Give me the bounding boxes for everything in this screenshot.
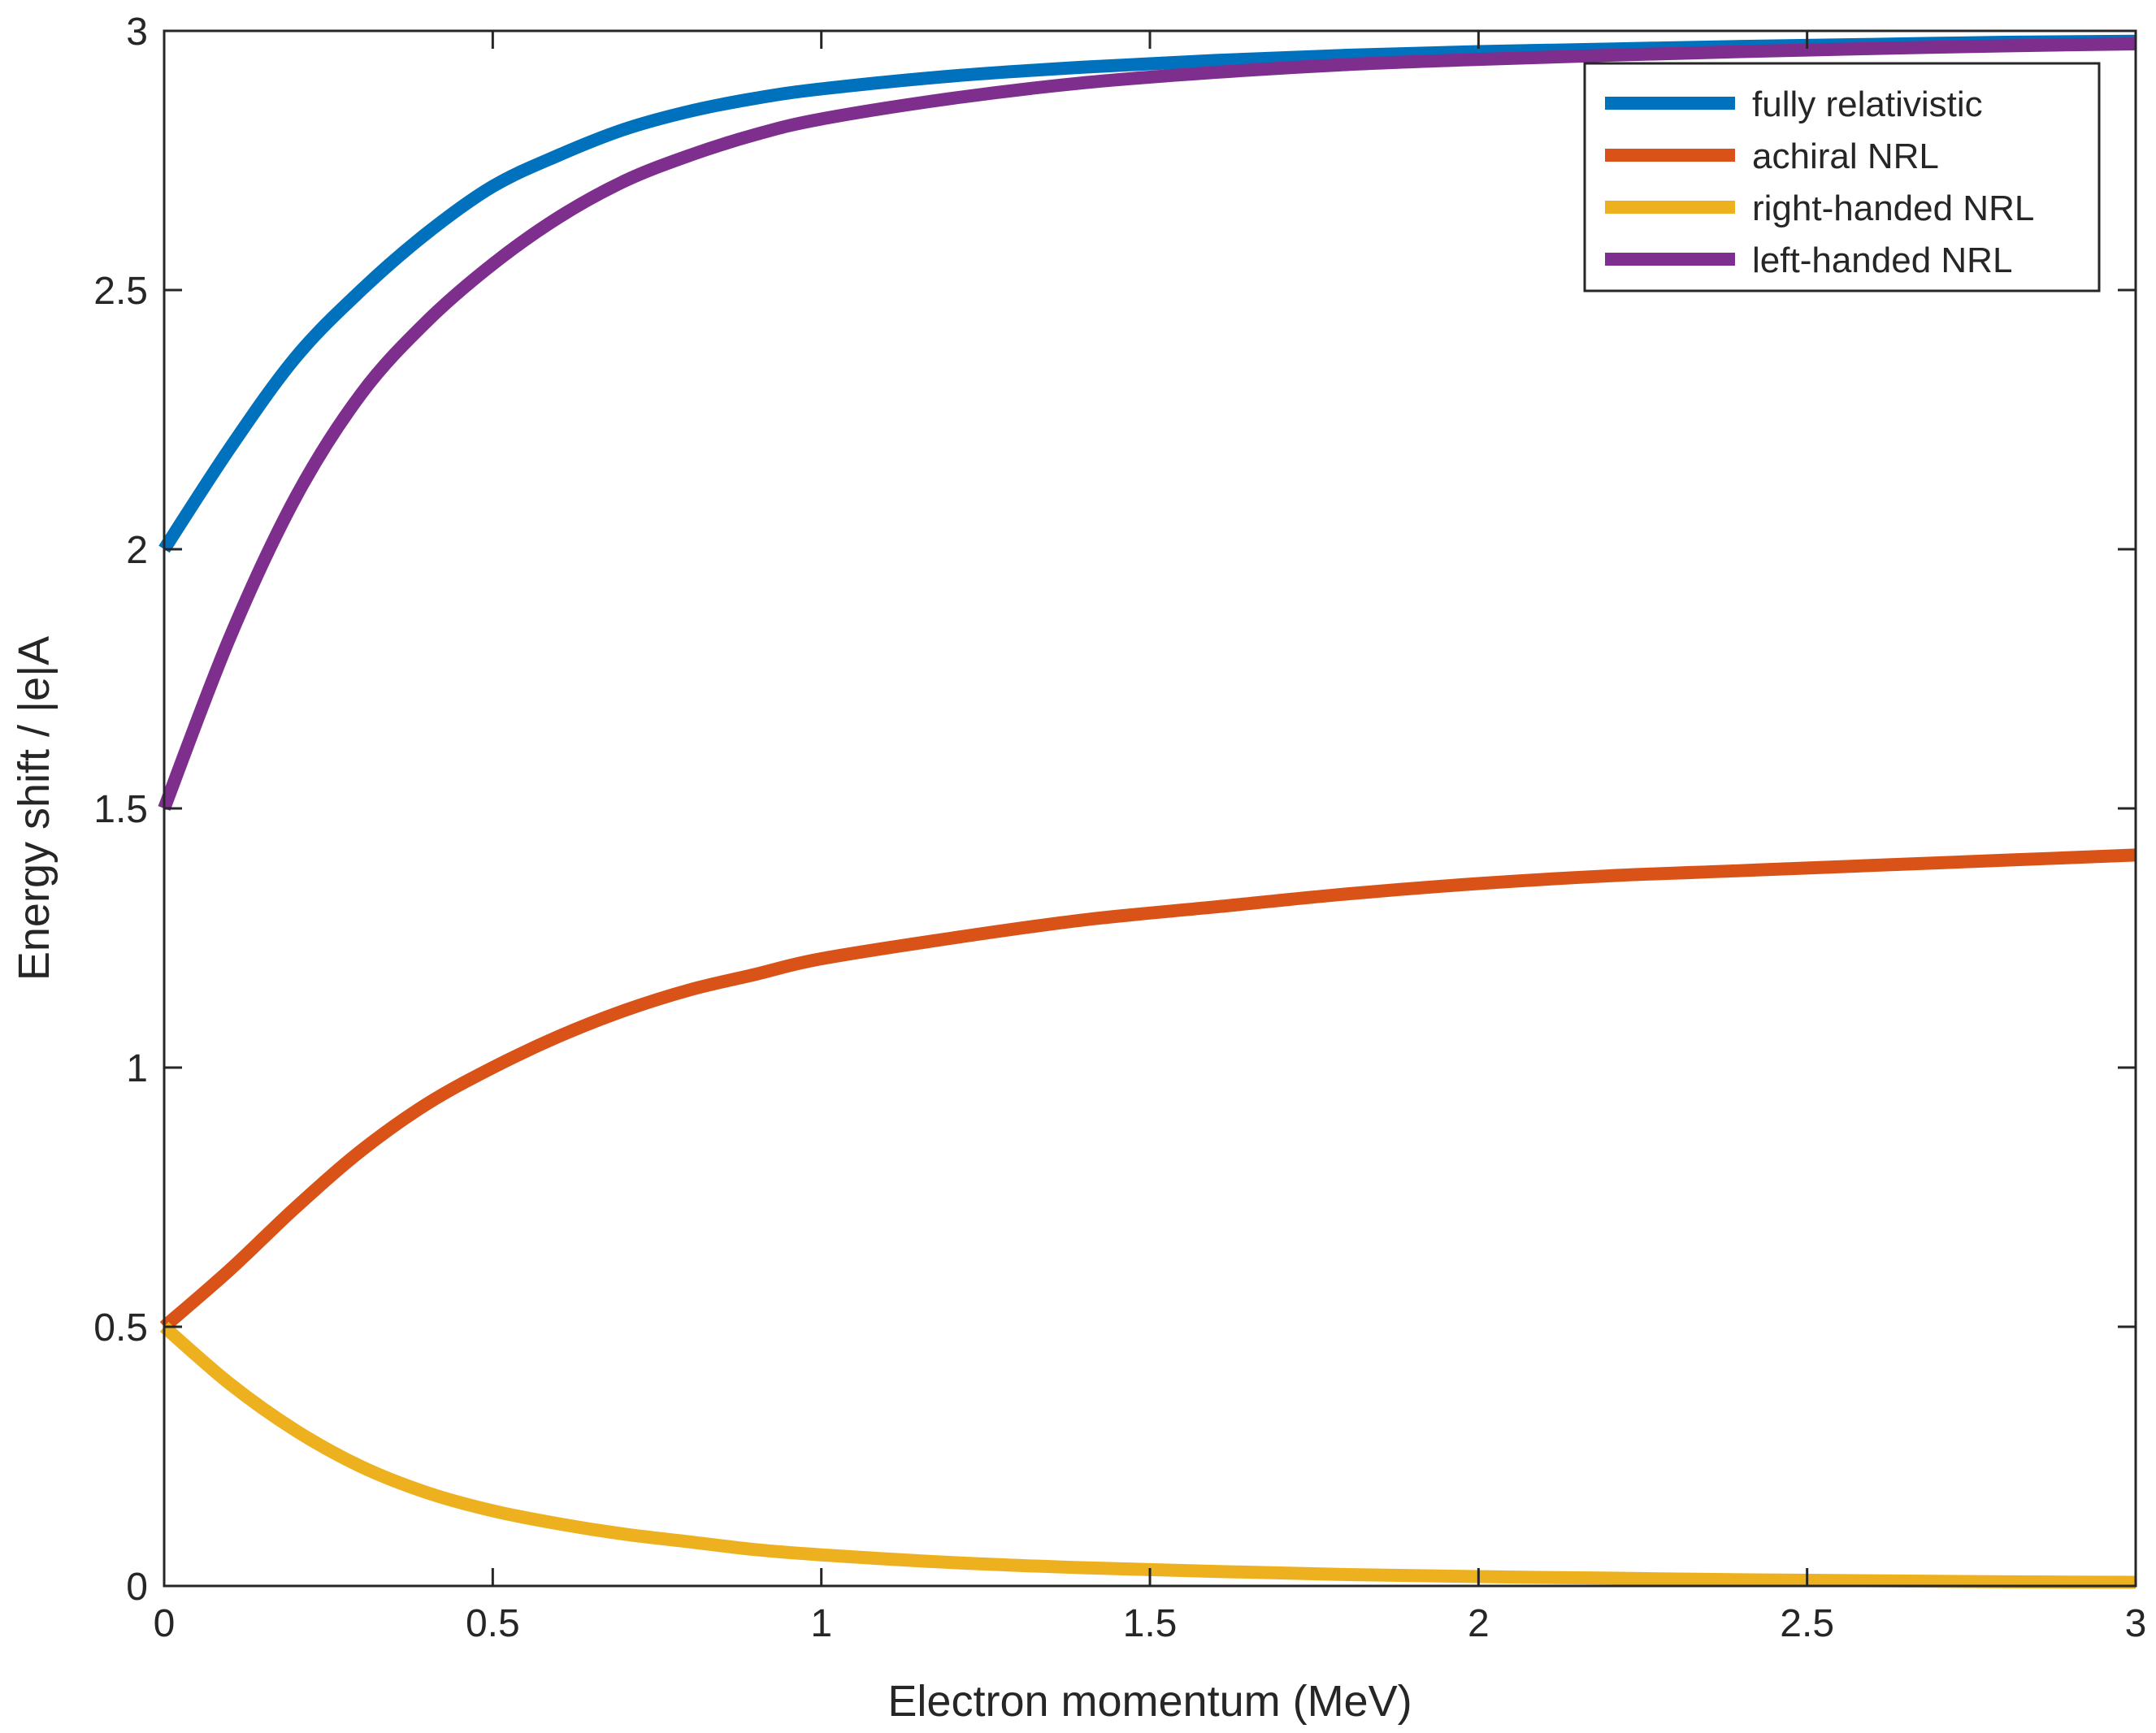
series-layer <box>158 34 2136 1589</box>
y-tick-label: 0.5 <box>93 1306 148 1350</box>
ticks-layer: 0 0.5 1 1.5 2 2.5 3 0 0.5 1 1.5 2 2.5 3 <box>93 11 2146 1645</box>
y-tick-label: 1.5 <box>93 788 148 831</box>
x-tick-label: 0.5 <box>466 1602 520 1645</box>
series-line-right-handed-nrl <box>159 1321 2136 1589</box>
x-axis-label: Electron momentum (MeV) <box>887 1677 1412 1726</box>
series-line-left-handed-nrl <box>158 37 2136 811</box>
x-tick-label: 1 <box>810 1602 832 1645</box>
x-tick-label: 2 <box>1468 1602 1490 1645</box>
legend: fully relativistic achiral NRL right-hande… <box>1583 62 2101 292</box>
legend-entries: fully relativistic achiral NRL right-hande… <box>1605 84 2034 280</box>
x-tick-label: 3 <box>2125 1602 2147 1645</box>
x-tick-label: 2.5 <box>1780 1602 1834 1645</box>
y-tick-label: 0 <box>126 1566 148 1609</box>
y-tick-label: 3 <box>126 11 148 54</box>
series-line-achiral-nrl <box>159 848 2136 1332</box>
x-tick-label: 1.5 <box>1123 1602 1178 1645</box>
y-tick-label: 2 <box>126 529 148 572</box>
legend-label-fully-relativistic: fully relativistic <box>1752 84 1983 124</box>
x-tick-label: 0 <box>154 1602 176 1645</box>
y-axis-label: Energy shift / |e|A <box>10 636 59 981</box>
legend-label-achiral-nrl: achiral NRL <box>1752 136 1939 176</box>
legend-label-left-handed-nrl: left-handed NRL <box>1752 240 2012 280</box>
y-tick-label: 1 <box>126 1047 148 1090</box>
y-tick-label: 2.5 <box>93 270 148 313</box>
legend-label-right-handed-nrl: right-handed NRL <box>1752 188 2034 228</box>
